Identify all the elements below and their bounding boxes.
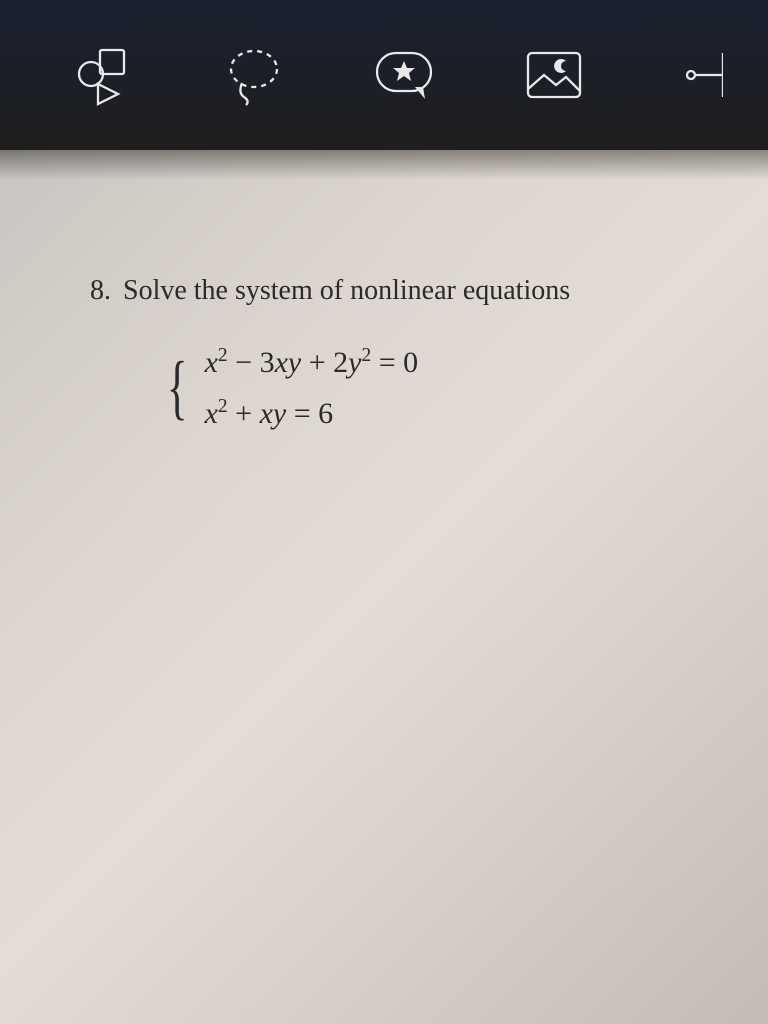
ruler-icon[interactable] <box>668 40 738 110</box>
lasso-icon[interactable] <box>219 40 289 110</box>
shapes-play-icon[interactable] <box>70 40 140 110</box>
problem-heading: 8. Solve the system of nonlinear equatio… <box>90 270 678 312</box>
problem-number: 8. <box>90 270 111 312</box>
equation-1: x2 − 3xy + 2y2 = 0 <box>205 340 419 385</box>
problem-block: 8. Solve the system of nonlinear equatio… <box>90 270 678 436</box>
left-brace: { <box>167 359 188 417</box>
equation-system: { x2 − 3xy + 2y2 = 0 x2 + xy = 6 <box>160 340 678 436</box>
problem-prompt: Solve the system of nonlinear equations <box>123 270 570 312</box>
toolbar <box>0 0 768 150</box>
equation-list: x2 − 3xy + 2y2 = 0 x2 + xy = 6 <box>205 340 419 436</box>
image-moon-icon[interactable] <box>519 40 589 110</box>
star-bubble-icon[interactable] <box>369 40 439 110</box>
equation-2: x2 + xy = 6 <box>205 391 419 436</box>
document-page: 8. Solve the system of nonlinear equatio… <box>0 150 768 1024</box>
